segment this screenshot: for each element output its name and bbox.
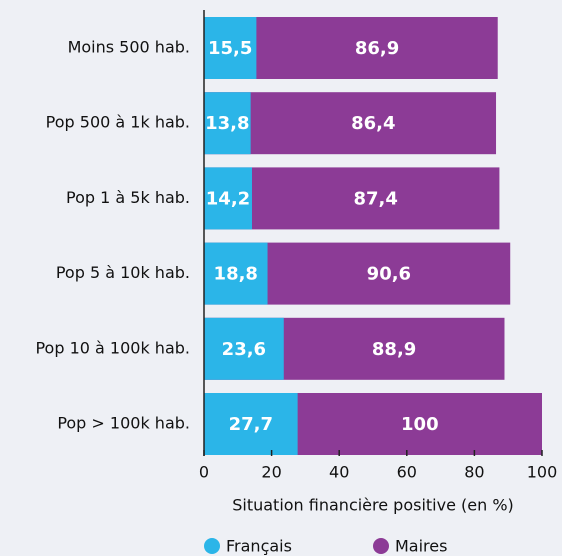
value-label: 86,4 — [351, 113, 395, 134]
value-label: 18,8 — [214, 264, 258, 285]
category-label: Pop > 100k hab. — [57, 414, 190, 433]
bar — [204, 167, 252, 230]
x-tick-label: 60 — [397, 463, 417, 482]
bar — [204, 92, 251, 155]
x-tick-label: 20 — [261, 463, 281, 482]
x-tick-label: 100 — [527, 463, 558, 482]
value-label: 13,8 — [205, 113, 249, 134]
value-label: 90,6 — [367, 264, 411, 285]
x-tick-label: 40 — [329, 463, 349, 482]
bar — [204, 242, 268, 305]
legend-label: Maires — [395, 537, 447, 556]
legend-swatch — [373, 538, 389, 554]
category-label: Pop 10 à 100k hab. — [35, 338, 190, 357]
bar — [204, 167, 500, 230]
category-label: Pop 500 à 1k hab. — [46, 113, 190, 132]
value-label: 100 — [401, 414, 439, 435]
bar — [204, 317, 284, 380]
category-label: Moins 500 hab. — [68, 38, 190, 57]
legend-swatch — [204, 538, 220, 554]
bar — [204, 393, 298, 455]
value-label: 23,6 — [222, 339, 266, 360]
x-axis-title: Situation financière positive (en %) — [232, 496, 514, 515]
legend-label: Français — [226, 537, 292, 556]
value-label: 86,9 — [355, 38, 399, 59]
bar — [204, 92, 497, 155]
value-label: 88,9 — [372, 339, 416, 360]
value-label: 15,5 — [208, 38, 252, 59]
value-label: 87,4 — [353, 188, 397, 209]
x-tick-label: 0 — [199, 463, 209, 482]
value-label: 27,7 — [229, 414, 273, 435]
category-label: Pop 1 à 5k hab. — [66, 188, 190, 207]
category-label: Pop 5 à 10k hab. — [56, 263, 190, 282]
x-tick-label: 80 — [464, 463, 484, 482]
bar — [204, 17, 257, 79]
value-label: 14,2 — [206, 188, 250, 209]
